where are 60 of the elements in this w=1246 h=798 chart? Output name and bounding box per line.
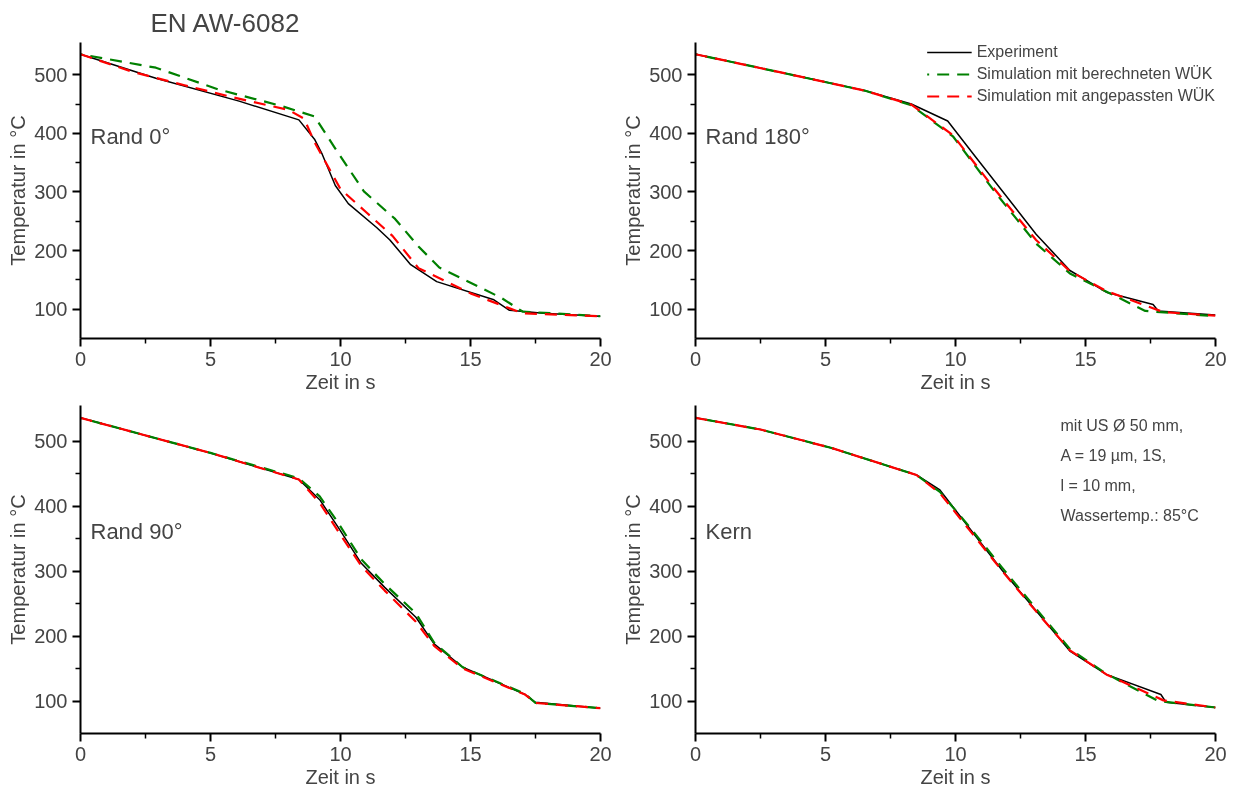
y-axis-title: Temperatur in °C bbox=[7, 494, 30, 645]
x-tick-label: 15 bbox=[1074, 347, 1097, 370]
annotation: Rand 90° bbox=[90, 518, 183, 544]
legend-label: Experiment bbox=[976, 43, 1058, 61]
x-tick-label: 10 bbox=[944, 742, 967, 765]
y-tick-label: 200 bbox=[649, 625, 683, 648]
annotation: Wassertemp.: 85°C bbox=[1060, 506, 1199, 524]
x-tick-label: 15 bbox=[459, 742, 482, 765]
annotation: mit US Ø 50 mm, bbox=[1060, 416, 1184, 434]
x-tick-label: 0 bbox=[74, 742, 87, 765]
y-tick-label: 300 bbox=[649, 180, 683, 203]
y-tick-label: 100 bbox=[649, 298, 683, 321]
x-axis-title: Zeit in s bbox=[920, 765, 991, 788]
y-tick-label: 300 bbox=[649, 560, 683, 583]
legend-label: Simulation mit angepassten WÜK bbox=[976, 87, 1215, 105]
y-tick-label: 400 bbox=[649, 495, 683, 518]
x-tick-label: 5 bbox=[819, 347, 832, 370]
y-tick-label: 400 bbox=[649, 122, 683, 145]
y-tick-label: 300 bbox=[34, 560, 68, 583]
x-tick-label: 20 bbox=[589, 347, 612, 370]
y-tick-label: 400 bbox=[34, 122, 68, 145]
y-tick-label: 500 bbox=[34, 63, 68, 86]
x-axis-title: Zeit in s bbox=[305, 765, 376, 788]
legend-label: Simulation mit berechneten WÜK bbox=[976, 65, 1213, 83]
annotation: A = 19 µm, 1S, bbox=[1060, 446, 1167, 464]
y-tick-label: 200 bbox=[649, 239, 683, 262]
x-axis-title: Zeit in s bbox=[305, 370, 376, 393]
y-axis-title: Temperatur in °C bbox=[622, 115, 645, 266]
x-tick-label: 20 bbox=[589, 742, 612, 765]
x-tick-label: 0 bbox=[74, 347, 87, 370]
x-tick-label: 0 bbox=[689, 347, 702, 370]
y-tick-label: 200 bbox=[34, 239, 68, 262]
annotation: Rand 180° bbox=[705, 123, 810, 149]
x-tick-label: 5 bbox=[204, 347, 217, 370]
annotation: Rand 0° bbox=[90, 123, 171, 149]
x-tick-label: 5 bbox=[204, 742, 217, 765]
annotation: l = 10 mm, bbox=[1060, 476, 1136, 494]
chart-title: EN AW-6082 bbox=[150, 7, 300, 38]
x-tick-label: 15 bbox=[459, 347, 482, 370]
x-tick-label: 5 bbox=[819, 742, 832, 765]
y-tick-label: 400 bbox=[34, 495, 68, 518]
x-tick-label: 15 bbox=[1074, 742, 1097, 765]
x-axis-title: Zeit in s bbox=[920, 370, 991, 393]
y-tick-label: 100 bbox=[649, 690, 683, 713]
y-tick-label: 200 bbox=[34, 625, 68, 648]
y-tick-label: 500 bbox=[649, 430, 683, 453]
x-tick-label: 20 bbox=[1204, 742, 1227, 765]
x-tick-label: 10 bbox=[329, 742, 352, 765]
y-tick-label: 100 bbox=[34, 298, 68, 321]
y-tick-label: 100 bbox=[34, 690, 68, 713]
y-tick-label: 500 bbox=[34, 430, 68, 453]
x-tick-label: 10 bbox=[944, 347, 967, 370]
annotation: Kern bbox=[705, 518, 752, 544]
x-tick-label: 0 bbox=[689, 742, 702, 765]
y-tick-label: 500 bbox=[649, 63, 683, 86]
y-tick-label: 300 bbox=[34, 180, 68, 203]
x-tick-label: 10 bbox=[329, 347, 352, 370]
y-axis-title: Temperatur in °C bbox=[7, 115, 30, 266]
x-tick-label: 20 bbox=[1204, 347, 1227, 370]
y-axis-title: Temperatur in °C bbox=[622, 494, 645, 645]
